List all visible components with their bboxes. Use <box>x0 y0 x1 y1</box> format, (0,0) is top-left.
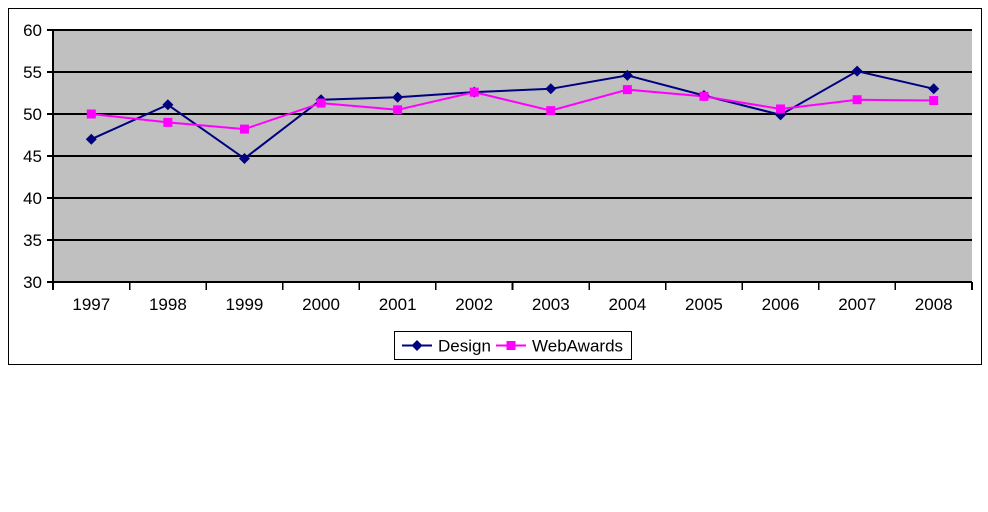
legend-webawards-label: WebAwards <box>532 337 623 356</box>
webawards-marker <box>393 105 403 115</box>
y-axis-tick-label: 40 <box>23 189 42 208</box>
design-marker <box>621 69 633 81</box>
x-axis-tick-label: 2008 <box>915 295 953 314</box>
x-axis-tick-label: 2006 <box>762 295 800 314</box>
webawards-marker <box>546 106 556 116</box>
design-marker <box>851 65 863 77</box>
webawards-marker <box>239 124 249 134</box>
webawards-marker <box>852 95 862 105</box>
x-axis-tick-label: 1997 <box>72 295 110 314</box>
x-axis-tick-label: 2000 <box>302 295 340 314</box>
y-axis-tick-label: 50 <box>23 105 42 124</box>
x-axis-tick-label: 1999 <box>226 295 264 314</box>
design-marker <box>85 133 97 145</box>
webawards-marker <box>776 104 786 114</box>
webawards-series-line <box>91 88 934 131</box>
webawards-marker <box>163 117 173 127</box>
design-marker <box>162 99 174 111</box>
y-axis-tick-label: 60 <box>23 21 42 40</box>
y-axis-tick-label: 55 <box>23 63 42 82</box>
x-axis-tick-label: 2002 <box>455 295 493 314</box>
webawards-marker <box>469 87 479 97</box>
y-axis-tick-label: 35 <box>23 231 42 250</box>
legend-design-label: Design <box>438 337 491 356</box>
x-axis-tick-label: 1998 <box>149 295 187 314</box>
webawards-marker <box>699 91 709 101</box>
design-marker <box>928 83 940 95</box>
y-axis-tick-label: 45 <box>23 147 42 166</box>
legend-webawards-marker <box>506 341 516 350</box>
design-marker <box>392 91 404 103</box>
x-axis-tick-label: 2005 <box>685 295 723 314</box>
design-marker <box>545 83 557 95</box>
webawards-marker <box>622 85 632 95</box>
x-axis-tick-label: 2003 <box>532 295 570 314</box>
x-axis-tick-label: 2004 <box>608 295 646 314</box>
webawards-marker <box>316 98 326 108</box>
webawards-marker <box>929 96 939 106</box>
webawards-marker <box>86 109 96 119</box>
legend-design-marker <box>411 340 423 351</box>
x-axis-tick-label: 2007 <box>838 295 876 314</box>
x-axis-tick-label: 2001 <box>379 295 417 314</box>
y-axis-tick-label: 30 <box>23 273 42 292</box>
design-marker <box>238 153 250 165</box>
